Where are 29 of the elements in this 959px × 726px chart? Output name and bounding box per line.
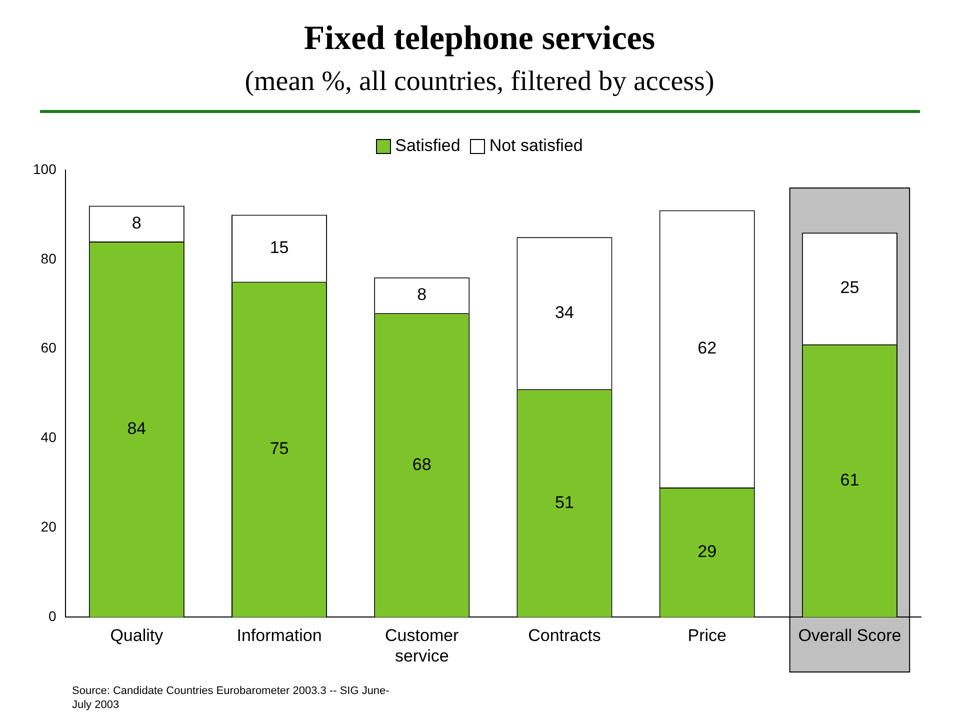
x-tick-label: Price <box>688 626 726 646</box>
y-tick-label: 80 <box>40 250 57 266</box>
y-tick-label: 100 <box>33 160 57 177</box>
data-label: 15 <box>270 238 289 257</box>
data-label: 62 <box>698 338 717 358</box>
data-label: 8 <box>132 213 142 232</box>
legend-label: Not satisfied <box>489 136 583 156</box>
y-tick-label: 40 <box>40 429 57 446</box>
source-note: Source: Candidate Countries Eurobarometer 2003.3 -- SIG June-July 2003 <box>72 684 390 712</box>
data-label: 61 <box>840 470 860 490</box>
x-tick-label: Overall Score <box>798 626 902 646</box>
data-label: 29 <box>698 542 717 562</box>
data-label: 8 <box>417 284 427 304</box>
data-label: 68 <box>412 454 432 474</box>
y-tick-label: 0 <box>48 608 57 624</box>
chart-title: Fixed telephone services <box>302 20 656 58</box>
data-label: 51 <box>555 492 574 512</box>
y-tick-label: 60 <box>40 340 57 356</box>
data-label: 84 <box>127 419 146 438</box>
x-tick-label: Information <box>236 626 322 646</box>
x-tick-label: Contracts <box>528 626 601 646</box>
x-tick-label: Quality <box>110 626 164 646</box>
data-label: 75 <box>270 439 289 458</box>
y-tick-label: 20 <box>40 518 57 535</box>
data-label: 34 <box>555 302 574 322</box>
data-label: 25 <box>840 278 860 298</box>
chart-subtitle: (mean %, all countries, filtered by access) <box>244 66 716 98</box>
x-tick-label: Customer service <box>385 626 460 666</box>
legend-label: Satisfied <box>395 136 460 156</box>
